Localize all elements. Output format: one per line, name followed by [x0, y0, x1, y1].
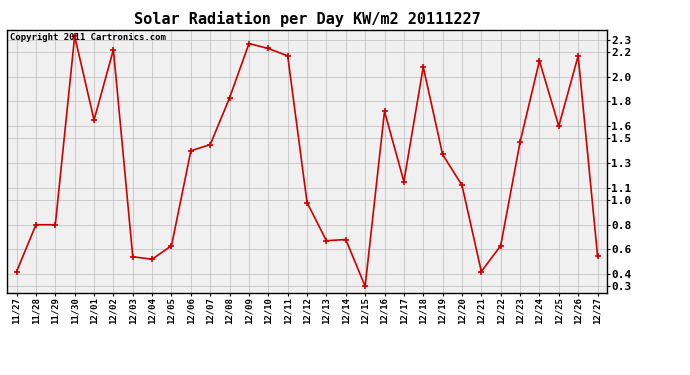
Text: Copyright 2011 Cartronics.com: Copyright 2011 Cartronics.com — [10, 33, 166, 42]
Title: Solar Radiation per Day KW/m2 20111227: Solar Radiation per Day KW/m2 20111227 — [134, 12, 480, 27]
